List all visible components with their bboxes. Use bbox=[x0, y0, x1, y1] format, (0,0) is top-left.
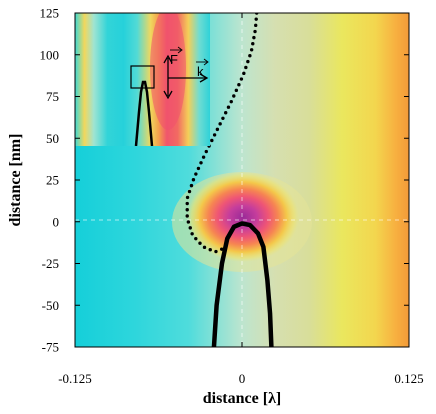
y-tick-label: 125 bbox=[40, 6, 60, 21]
wavevector-label: k bbox=[197, 64, 204, 79]
trajectory-dot bbox=[185, 201, 189, 206]
trajectory-dot bbox=[194, 172, 198, 176]
wavevector-arrowhead bbox=[199, 73, 209, 83]
trajectory-dot bbox=[251, 42, 255, 46]
trajectory-dot bbox=[252, 35, 256, 40]
trajectory-dot bbox=[232, 94, 236, 98]
trajectory-dot bbox=[204, 149, 208, 154]
force-vector-overarrow-head bbox=[177, 46, 183, 54]
trajectory-dot bbox=[242, 71, 246, 76]
x-axis: -0.125 0 0.125 bbox=[58, 13, 424, 386]
trajectory-dot bbox=[215, 127, 220, 132]
trajectory-dot bbox=[229, 99, 233, 104]
trajectory-dot bbox=[244, 65, 248, 70]
y-tick-label: -25 bbox=[42, 256, 59, 271]
y-tick-label: 100 bbox=[40, 47, 60, 62]
trajectory-dot bbox=[186, 220, 191, 224]
trajectory-dot bbox=[234, 88, 239, 93]
trajectory-dot bbox=[189, 183, 194, 188]
x-axis-label: distance [λ] bbox=[203, 390, 282, 407]
tip-outline bbox=[211, 221, 274, 347]
trajectory-dot bbox=[254, 23, 258, 28]
trajectory-dot bbox=[185, 214, 189, 218]
trajectory-dot bbox=[254, 17, 258, 21]
trajectory-dot bbox=[185, 208, 189, 212]
y-tick-label: 0 bbox=[53, 214, 60, 229]
trajectory-dot bbox=[201, 155, 206, 159]
trajectory-dot bbox=[223, 111, 228, 115]
trajectory-dot bbox=[196, 166, 201, 171]
trajectory-dot bbox=[198, 241, 202, 245]
y-tick-label: 25 bbox=[46, 173, 59, 188]
y-axis-label: distance [nm] bbox=[7, 134, 24, 227]
inset-panel: F k bbox=[75, 13, 210, 146]
trajectory-dot bbox=[226, 105, 231, 109]
y-tick-label: -75 bbox=[42, 340, 59, 355]
trajectory-dot bbox=[253, 29, 257, 34]
trajectory-dot bbox=[246, 59, 250, 64]
trajectory-dot bbox=[248, 54, 252, 58]
trajectory-dot bbox=[194, 236, 198, 241]
trajectory-dot bbox=[237, 82, 241, 87]
x-tick-label: 0.125 bbox=[394, 371, 423, 386]
wavevector-overarrow-head bbox=[203, 58, 209, 66]
trajectory-dot bbox=[212, 133, 217, 137]
trajectory-dot bbox=[187, 189, 192, 194]
trajectory-dot bbox=[219, 247, 224, 251]
force-arrowhead-up bbox=[163, 54, 173, 64]
inset-background bbox=[75, 13, 210, 146]
x-tick-label: -0.125 bbox=[58, 371, 92, 386]
y-tick-label: -50 bbox=[42, 298, 59, 313]
trajectory-dot bbox=[208, 248, 212, 252]
y-axis: -75 -50 -25 0 25 50 75 100 125 bbox=[40, 6, 409, 355]
trajectory-dot bbox=[199, 161, 203, 165]
x-tick-label: 0 bbox=[239, 371, 246, 386]
trajectory-dot bbox=[214, 249, 218, 254]
dotted-trajectory bbox=[185, 13, 259, 254]
heatmap-area: F k bbox=[75, 13, 409, 347]
field-hotspot bbox=[187, 172, 299, 262]
trajectory-dot bbox=[218, 122, 222, 126]
trajectory-dot bbox=[239, 77, 244, 81]
trajectory-dot bbox=[221, 116, 225, 120]
trajectory-dot bbox=[188, 226, 192, 230]
force-vector-label: F bbox=[170, 52, 178, 67]
trajectory-dot bbox=[185, 195, 190, 200]
y-tick-label: 75 bbox=[46, 89, 59, 104]
inset-tip-outline bbox=[134, 80, 154, 146]
trajectory-dot bbox=[249, 48, 254, 52]
trajectory-dot bbox=[202, 245, 207, 250]
y-tick-label: 50 bbox=[46, 131, 59, 146]
trajectory-dot bbox=[191, 178, 196, 182]
force-arrowhead-down bbox=[163, 90, 173, 100]
inset-zoom-box bbox=[130, 65, 155, 89]
trajectory-dot bbox=[210, 138, 214, 143]
trajectory-dot bbox=[190, 232, 194, 236]
